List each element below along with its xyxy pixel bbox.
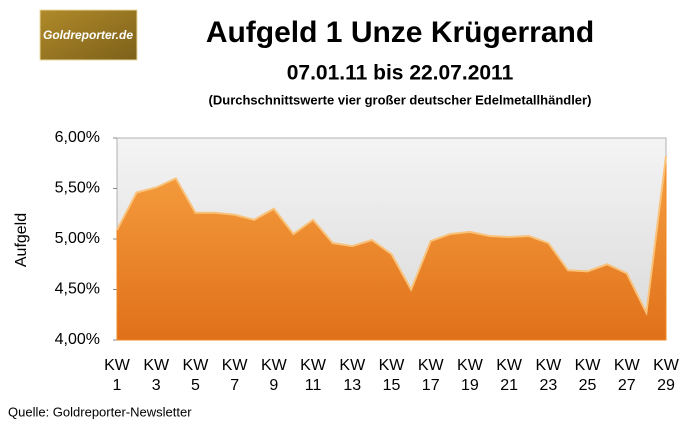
logo-box: [39, 9, 138, 61]
logo-text: Goldreporter.de: [43, 28, 133, 42]
x-tick-label: KW 25: [574, 357, 601, 394]
x-tick-label: KW 29: [653, 357, 679, 394]
y-tick-label: 4,50%: [55, 281, 100, 298]
x-tick-label: KW 3: [143, 357, 170, 394]
x-tick-label: KW 1: [104, 357, 130, 394]
x-tick-label: KW 17: [417, 357, 444, 394]
chart-note: (Durchschnittswerte vier großer deutsche…: [209, 92, 592, 107]
x-tick-label: KW 27: [613, 357, 640, 394]
x-tick-label: KW 13: [339, 357, 366, 394]
y-axis-label: Aufgeld: [13, 213, 30, 267]
x-tick-label: KW 15: [378, 357, 405, 394]
x-tick-label: KW 21: [496, 357, 523, 394]
x-tick-label: KW 23: [535, 357, 562, 394]
source: Quelle: Goldreporter-Newsletter: [8, 404, 192, 419]
y-tick-label: 4,00%: [55, 331, 100, 348]
x-tick-label: KW 11: [300, 357, 326, 394]
area-edge: [116, 156, 667, 317]
y-tick-label: 6,00%: [55, 129, 100, 146]
x-tick-label: KW 5: [182, 357, 209, 394]
y-tick-label: 5,50%: [55, 180, 100, 197]
chart-title: Aufgeld 1 Unze Krügerrand: [206, 16, 594, 49]
chart-subtitle: 07.01.11 bis 22.07.2011: [287, 62, 514, 85]
x-tick-label: KW 7: [221, 357, 248, 394]
x-tick-label: KW 19: [457, 357, 483, 394]
x-tick-label: KW 9: [260, 357, 287, 394]
y-tick-label: 5,00%: [55, 230, 100, 247]
